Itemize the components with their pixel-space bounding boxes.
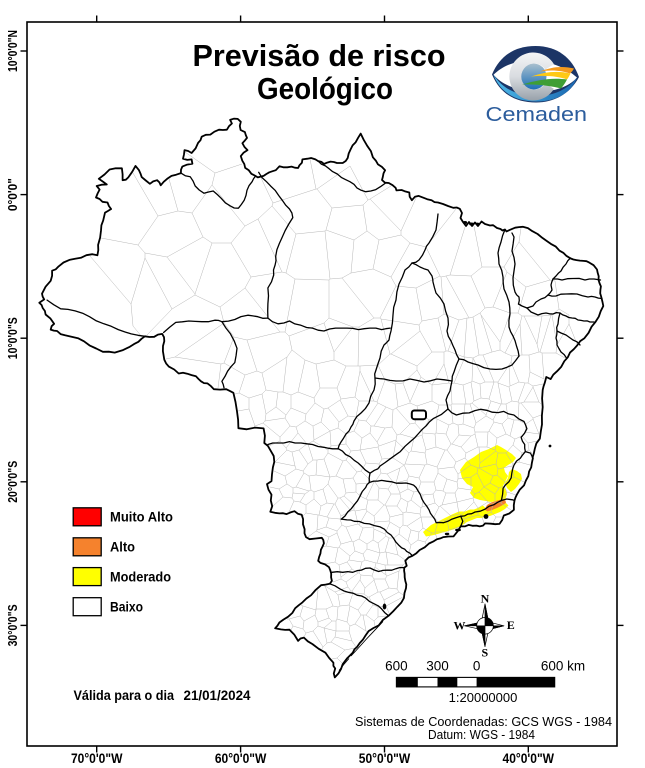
svg-text:Baixo: Baixo bbox=[110, 599, 143, 615]
svg-text:Sistemas de Coordenadas: GCS W: Sistemas de Coordenadas: GCS WGS - 1984 bbox=[355, 715, 612, 729]
svg-text:Moderado: Moderado bbox=[110, 569, 171, 585]
svg-text:Geológico: Geológico bbox=[257, 71, 393, 106]
svg-text:E: E bbox=[507, 618, 515, 632]
svg-text:70°0'0"W: 70°0'0"W bbox=[71, 750, 123, 766]
svg-text:40°0'0"W: 40°0'0"W bbox=[503, 750, 555, 766]
svg-text:1:20000000: 1:20000000 bbox=[449, 690, 518, 705]
svg-text:Válida para o dia: Válida para o dia bbox=[74, 687, 175, 703]
svg-text:600 km: 600 km bbox=[541, 659, 585, 674]
svg-text:30°0'0"S: 30°0'0"S bbox=[5, 604, 20, 646]
svg-text:Alto: Alto bbox=[110, 539, 135, 555]
svg-text:50°0'0"W: 50°0'0"W bbox=[359, 750, 411, 766]
svg-text:60°0'0"W: 60°0'0"W bbox=[215, 750, 267, 766]
svg-text:10°0'0"S: 10°0'0"S bbox=[5, 317, 20, 359]
svg-text:Cemaden: Cemaden bbox=[486, 103, 588, 126]
svg-text:W: W bbox=[454, 619, 466, 633]
svg-text:0: 0 bbox=[473, 659, 481, 674]
svg-text:0°0'0": 0°0'0" bbox=[5, 178, 20, 211]
svg-text:600: 600 bbox=[385, 659, 408, 674]
svg-text:S: S bbox=[481, 646, 488, 660]
svg-text:Muito Alto: Muito Alto bbox=[110, 509, 173, 525]
svg-text:20°0'0"S: 20°0'0"S bbox=[5, 461, 20, 503]
svg-text:300: 300 bbox=[426, 659, 449, 674]
svg-text:Previsão de risco: Previsão de risco bbox=[193, 38, 446, 73]
svg-text:10°0'0"N: 10°0'0"N bbox=[5, 30, 20, 72]
svg-text:N: N bbox=[481, 592, 490, 606]
svg-text:Datum: WGS - 1984: Datum: WGS - 1984 bbox=[428, 728, 535, 742]
svg-text:21/01/2024: 21/01/2024 bbox=[184, 687, 251, 703]
